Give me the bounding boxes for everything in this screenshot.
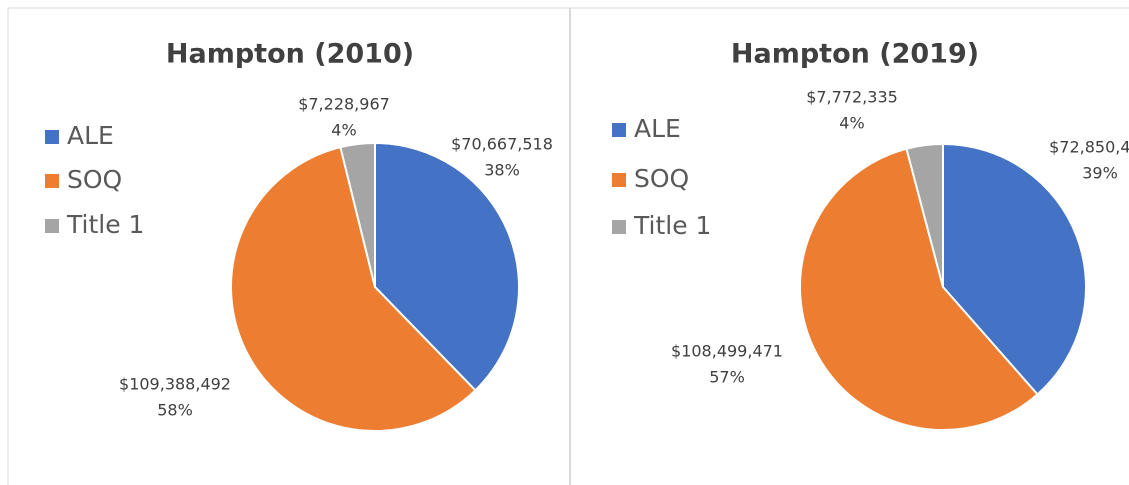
value-label: $109,388,492 [119, 375, 231, 394]
legend-label: Title 1 [66, 210, 144, 239]
pie-slice [230, 146, 477, 432]
legend-label: SOQ [634, 164, 689, 193]
legend-label: Title 1 [633, 211, 711, 240]
pie-slice [905, 142, 944, 288]
legend-label: ALE [634, 114, 681, 143]
pie-slice [339, 141, 376, 288]
legend-swatch [612, 220, 626, 234]
pie-slice [374, 141, 520, 392]
chart-title: Hampton (2010) [166, 39, 414, 70]
legend-swatch [45, 130, 59, 144]
percent-label: 57% [709, 368, 745, 387]
legend-swatch [45, 219, 59, 233]
value-label: $72,850,467 [1049, 138, 1129, 157]
percent-label: 39% [1082, 164, 1118, 183]
legend-swatch [612, 173, 626, 187]
value-label: $70,667,518 [451, 135, 553, 154]
percent-label: 58% [157, 401, 193, 420]
chart-title: Hampton (2019) [731, 39, 979, 70]
value-label: $7,228,967 [298, 95, 390, 114]
value-label: $108,499,471 [671, 342, 783, 361]
legend-label: ALE [67, 121, 114, 150]
legend-swatch [612, 123, 626, 137]
percent-label: 4% [331, 121, 356, 140]
legend-swatch [45, 174, 59, 188]
percent-label: 38% [484, 161, 520, 180]
pie-slice [942, 142, 1087, 396]
pie-slice [799, 147, 1039, 431]
percent-label: 4% [839, 114, 864, 133]
value-label: $7,772,335 [806, 88, 898, 107]
legend-label: SOQ [67, 165, 122, 194]
